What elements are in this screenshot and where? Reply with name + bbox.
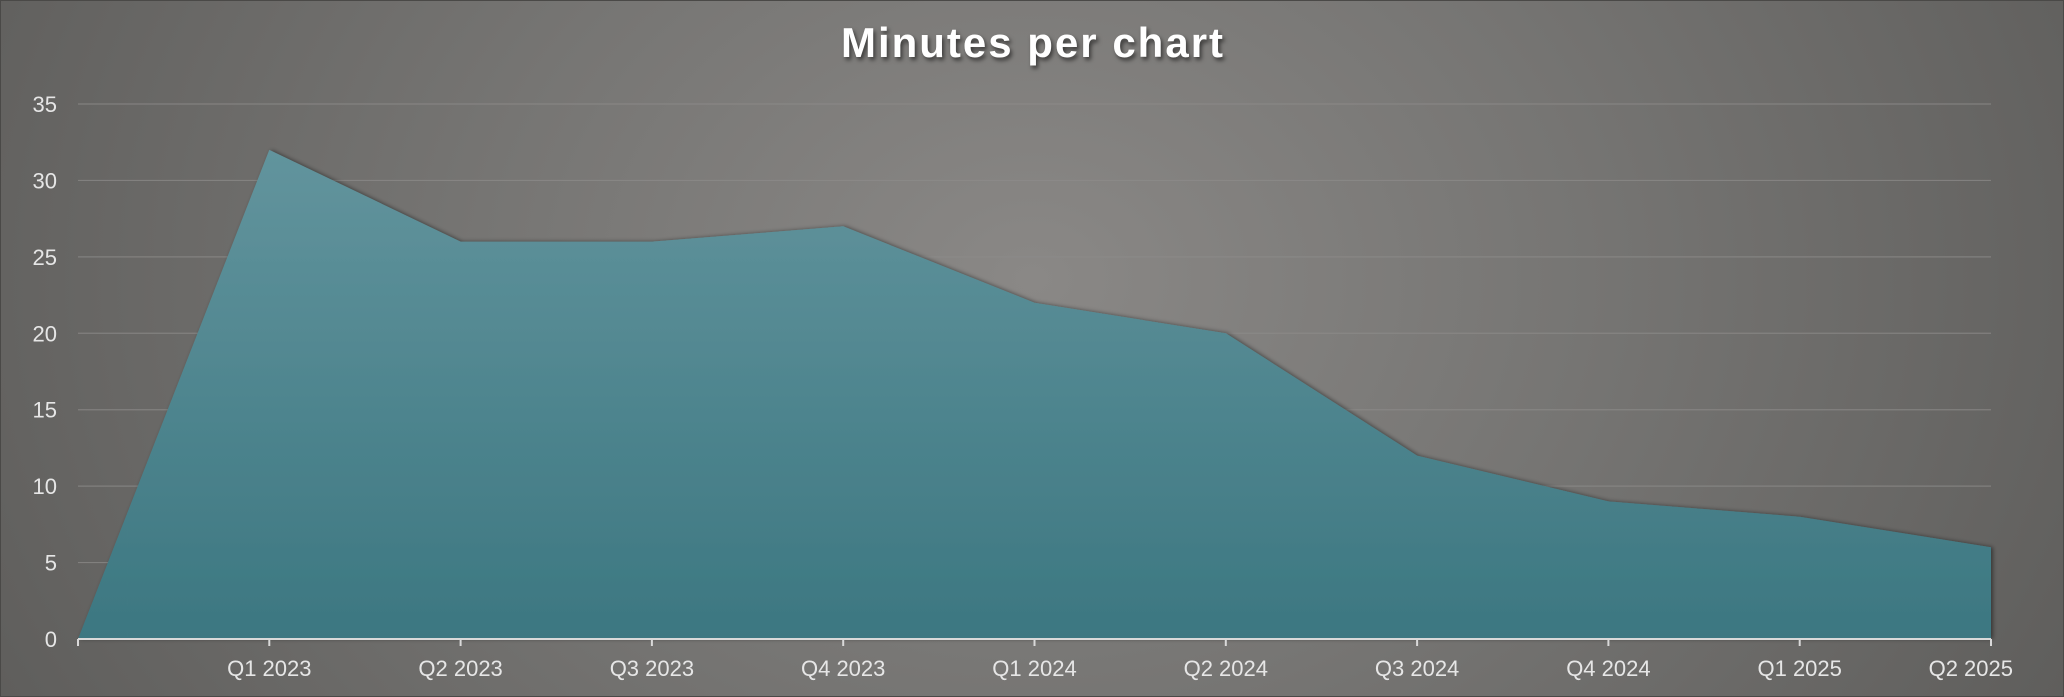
y-tick-label-30: 30: [33, 168, 57, 193]
chart-title: Minutes per chart: [840, 19, 1226, 66]
y-tick-label-25: 25: [33, 245, 57, 270]
x-tick-label-10: Q2 2025: [1929, 656, 2013, 681]
axes: [77, 638, 1992, 646]
x-tick-label-1: Q1 2023: [227, 656, 311, 681]
x-tick-label-3: Q3 2023: [610, 656, 694, 681]
x-axis-ticks: Q1 2023 Q2 2023 Q3 2023 Q4 2023 Q1 2024 Q2 20…: [227, 656, 2013, 681]
x-tick-label-2: Q2 2023: [418, 656, 502, 681]
y-tick-label-15: 15: [33, 398, 57, 423]
y-tick-label-10: 10: [33, 474, 57, 499]
x-tick-label-8: Q4 2024: [1566, 656, 1650, 681]
y-tick-label-35: 35: [33, 92, 57, 117]
x-tick-label-5: Q1 2024: [992, 656, 1076, 681]
x-tick-label-9: Q1 2025: [1757, 656, 1841, 681]
x-tick-label-6: Q2 2024: [1184, 656, 1268, 681]
y-axis-ticks: 0 5 10 15 20 25 30 35: [33, 92, 57, 652]
x-tick-label-4: Q4 2023: [801, 656, 885, 681]
x-tick-label-7: Q3 2024: [1375, 656, 1459, 681]
area-series: [78, 149, 1991, 639]
y-tick-label-20: 20: [33, 321, 57, 346]
area-fill: [78, 149, 1991, 639]
y-tick-label-5: 5: [45, 551, 57, 576]
y-tick-label-0: 0: [45, 627, 57, 652]
